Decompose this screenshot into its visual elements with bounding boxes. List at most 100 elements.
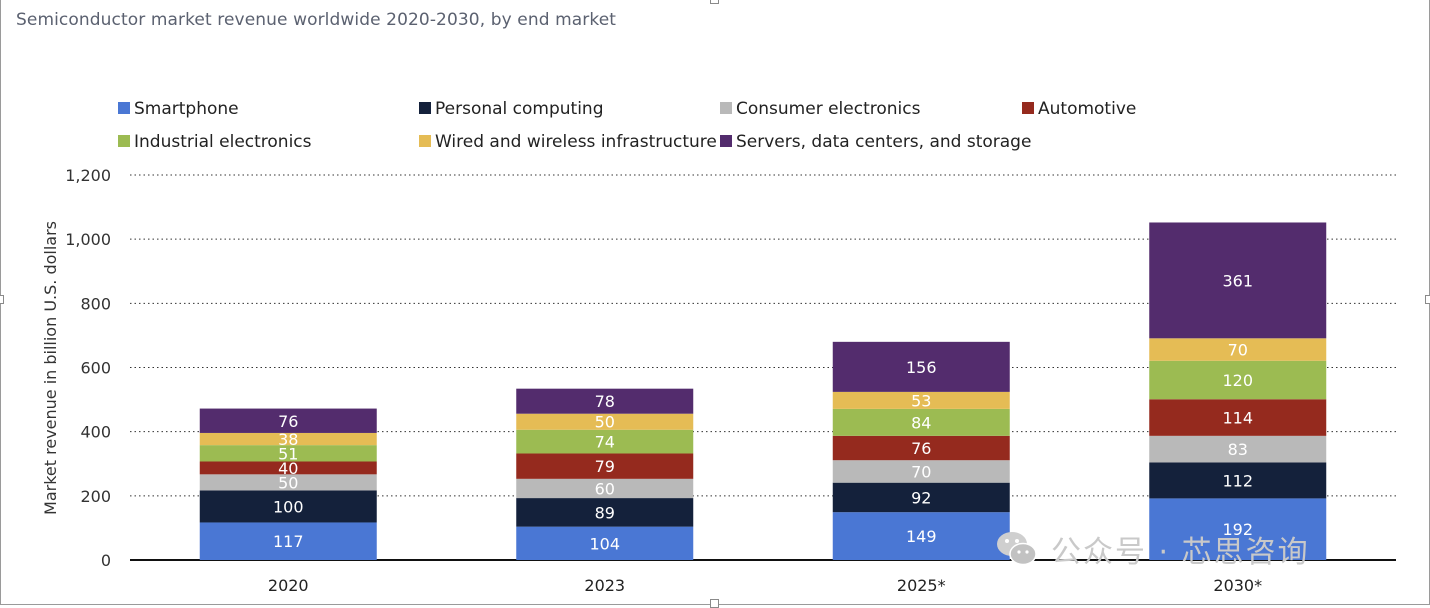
legend: Smartphone Personal computing Consumer ele… [118,99,1136,152]
legend-label: Personal computing [435,99,604,119]
data-label: 79 [595,457,615,476]
data-label: 70 [1228,341,1248,360]
bar-segment [199,445,377,462]
bar-segment [516,429,694,454]
legend-item[interactable]: Servers, data centers, and storage [720,132,1031,152]
legend-item[interactable]: Automotive [1022,99,1136,119]
data-label: 192 [1222,520,1253,539]
resize-handle-top[interactable] [710,0,719,4]
data-label: 50 [278,473,298,492]
bar-segment [516,498,694,527]
legend-label: Servers, data centers, and storage [736,132,1031,152]
data-label: 112 [1222,471,1253,490]
bar-segment [832,341,1010,392]
wechat-icon [997,532,1037,566]
bar-segment [1149,498,1327,560]
watermark-text: 公众号 · 芯思咨询 [1051,535,1310,570]
bar-segment [1149,462,1327,499]
legend-swatch [1022,102,1034,114]
bar-segment [516,526,694,560]
y-tick-label: 600 [80,359,111,378]
data-label: 76 [278,412,298,431]
legend-item[interactable]: Wired and wireless infrastructure [419,132,717,152]
data-label: 361 [1222,271,1253,290]
legend-swatch [118,102,130,114]
bar-segment [199,432,377,446]
bar-segment [516,478,694,499]
x-tick-label: 2023 [584,576,625,595]
data-label: 120 [1222,371,1253,390]
data-label: 78 [595,392,615,411]
data-label: 76 [911,439,931,458]
legend-swatch [419,102,431,114]
bar-segment [832,391,1010,409]
legend-item[interactable]: Personal computing [419,99,604,119]
bar-segment [832,482,1010,513]
data-label: 40 [278,459,298,478]
data-label: 50 [595,413,615,432]
x-tick-label: 2025* [897,576,946,595]
bar-segment [1149,399,1327,436]
legend-swatch [720,102,732,114]
bar-segment [1149,222,1327,339]
bar-stack: 192 112 83 114 120 70 361 [1149,222,1327,560]
y-tick-label: 400 [80,423,111,442]
bar-segment [832,512,1010,560]
data-label: 53 [911,391,931,410]
bar-segment [199,461,377,475]
legend-swatch [118,135,130,147]
bar-segment [199,522,377,560]
chart-title: Semiconductor market revenue worldwide 2… [16,10,617,30]
legend-swatch [720,135,732,147]
bar-segment [516,453,694,479]
legend-item[interactable]: Smartphone [118,99,239,119]
legend-label: Consumer electronics [736,99,921,119]
data-label: 117 [273,532,304,551]
x-tick-label: 2030* [1213,576,1262,595]
bar-stack: 149 92 70 76 84 53 156 [832,341,1010,560]
data-label: 156 [906,358,937,377]
bar-segment [1149,338,1327,361]
data-label: 100 [273,497,304,516]
data-label: 38 [278,430,298,449]
data-label: 92 [911,488,931,507]
data-label: 84 [911,413,931,432]
data-label: 60 [595,479,615,498]
data-label: 89 [595,503,615,522]
y-tick-label: 800 [80,294,111,313]
bar-segment [516,388,694,414]
bar-segment [199,408,377,433]
y-tick-label: 0 [101,551,111,570]
legend-swatch [419,135,431,147]
legend-label: Smartphone [134,99,239,119]
y-axis: 0 200 400 600 800 1,000 1,200 [65,166,111,570]
watermark: 公众号 · 芯思咨询 [995,527,1310,571]
x-axis: 2020 2023 2025* 2030* [268,576,1262,595]
bar-segment [516,413,694,430]
bar-segment [832,460,1010,483]
data-label: 149 [906,527,937,546]
legend-item[interactable]: Consumer electronics [720,99,921,119]
bar-segment [1149,435,1327,463]
legend-label: Automotive [1038,99,1136,119]
data-label: 51 [278,444,298,463]
y-axis-label: Market revenue in billion U.S. dollars [41,221,60,515]
bar-segment [832,408,1010,436]
bar-segment [832,435,1010,461]
data-label: 104 [589,534,620,553]
data-label: 70 [911,462,931,481]
y-tick-label: 1,000 [65,230,111,249]
bar-segment [199,474,377,491]
data-label: 83 [1228,440,1248,459]
legend-label: Industrial electronics [134,132,312,152]
resize-handle-right[interactable] [1425,295,1430,304]
resize-handle-left[interactable] [0,295,4,304]
x-tick-label: 2020 [268,576,309,595]
data-label: 74 [595,433,615,452]
y-tick-label: 200 [80,487,111,506]
legend-item[interactable]: Industrial electronics [118,132,312,152]
y-tick-label: 1,200 [65,166,111,185]
